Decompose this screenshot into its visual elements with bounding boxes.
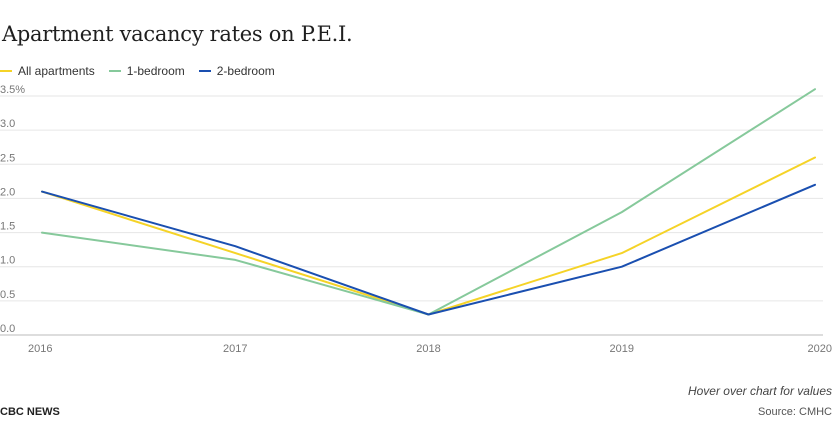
y-tick-label: 3.5% xyxy=(0,84,25,96)
y-tick-label: 0.0 xyxy=(0,323,15,335)
x-tick-label: 2020 xyxy=(808,343,832,355)
y-tick-label: 1.5 xyxy=(0,221,15,233)
legend-label-all-apartments: All apartments xyxy=(18,64,95,78)
series-line[interactable] xyxy=(41,88,816,316)
y-tick-label: 1.0 xyxy=(0,255,15,267)
brand-logo-text: CBC NEWS xyxy=(0,406,60,418)
y-tick-label: 3.0 xyxy=(0,118,15,130)
x-tick-label: 2019 xyxy=(610,343,634,355)
y-tick-label: 2.0 xyxy=(0,186,15,198)
y-tick-label: 0.5 xyxy=(0,289,15,301)
x-tick-label: 2018 xyxy=(416,343,440,355)
y-axis-ticks: 0.0 0.5 1.0 1.5 2.0 2.5 3.0 3.5% xyxy=(0,84,25,335)
legend-swatch-2-bedroom xyxy=(198,70,211,72)
legend-swatch-1-bedroom xyxy=(108,70,121,72)
series-line[interactable] xyxy=(41,183,816,316)
hover-hint: Hover over chart for values xyxy=(687,384,832,398)
x-tick-label: 2017 xyxy=(223,343,247,355)
chart-legend: All apartments 1-bedroom 2-bedroom xyxy=(0,64,289,78)
series-layer xyxy=(41,88,816,316)
grid-layer xyxy=(0,95,823,336)
x-axis-ticks: 2016 2017 2018 2019 2020 xyxy=(28,343,832,355)
legend-item-1-bedroom[interactable]: 1-bedroom xyxy=(108,64,185,78)
legend-label-2-bedroom: 2-bedroom xyxy=(216,64,275,78)
source-note: Source: CMHC xyxy=(758,406,832,418)
x-tick-label: 2016 xyxy=(28,343,52,355)
series-line[interactable] xyxy=(41,156,816,316)
legend-label-1-bedroom: 1-bedroom xyxy=(126,64,185,78)
legend-item-all-apartments[interactable]: All apartments xyxy=(0,64,95,78)
y-tick-label: 2.5 xyxy=(0,152,15,164)
legend-swatch-all-apartments xyxy=(0,70,12,72)
chart-title: Apartment vacancy rates on P.E.I. xyxy=(2,22,353,46)
legend-item-2-bedroom[interactable]: 2-bedroom xyxy=(198,64,275,78)
